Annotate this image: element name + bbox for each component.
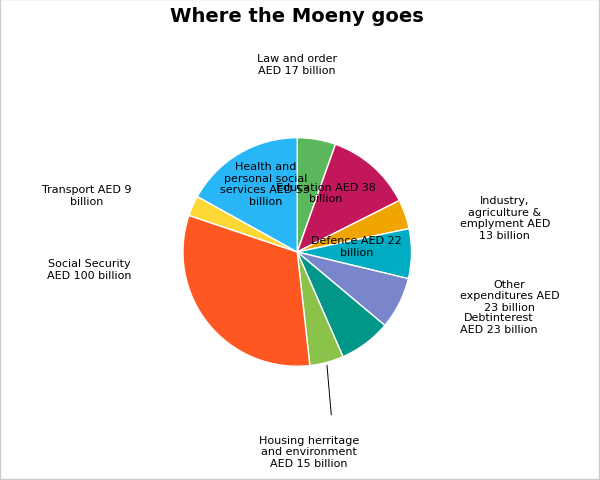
Wedge shape bbox=[297, 252, 343, 366]
Wedge shape bbox=[297, 229, 412, 279]
Wedge shape bbox=[297, 145, 399, 252]
Wedge shape bbox=[197, 138, 297, 252]
Wedge shape bbox=[189, 197, 297, 252]
Text: Health and
personal social
services AED 53
billion: Health and personal social services AED … bbox=[220, 162, 310, 206]
Text: Industry,
agriculture &
emplyment AED
13 billion: Industry, agriculture & emplyment AED 13… bbox=[460, 196, 550, 240]
Wedge shape bbox=[183, 216, 310, 367]
Text: Law and order
AED 17 billion: Law and order AED 17 billion bbox=[257, 54, 337, 76]
Wedge shape bbox=[297, 201, 409, 252]
Wedge shape bbox=[297, 138, 335, 252]
Text: Housing herritage
and environment
AED 15 billion: Housing herritage and environment AED 15… bbox=[259, 435, 359, 468]
Text: Transport AED 9
billion: Transport AED 9 billion bbox=[42, 185, 131, 206]
Text: Debtinterest
AED 23 billion: Debtinterest AED 23 billion bbox=[460, 312, 537, 334]
Wedge shape bbox=[297, 252, 409, 326]
Text: Defence AED 22
billion: Defence AED 22 billion bbox=[311, 236, 402, 257]
Text: Other
expenditures AED
23 billion: Other expenditures AED 23 billion bbox=[460, 279, 559, 312]
Title: Where the Moeny goes: Where the Moeny goes bbox=[170, 7, 424, 26]
Wedge shape bbox=[297, 252, 385, 357]
Text: Education AED 38
billion: Education AED 38 billion bbox=[276, 182, 376, 204]
Text: Social Security
AED 100 billion: Social Security AED 100 billion bbox=[47, 259, 131, 280]
